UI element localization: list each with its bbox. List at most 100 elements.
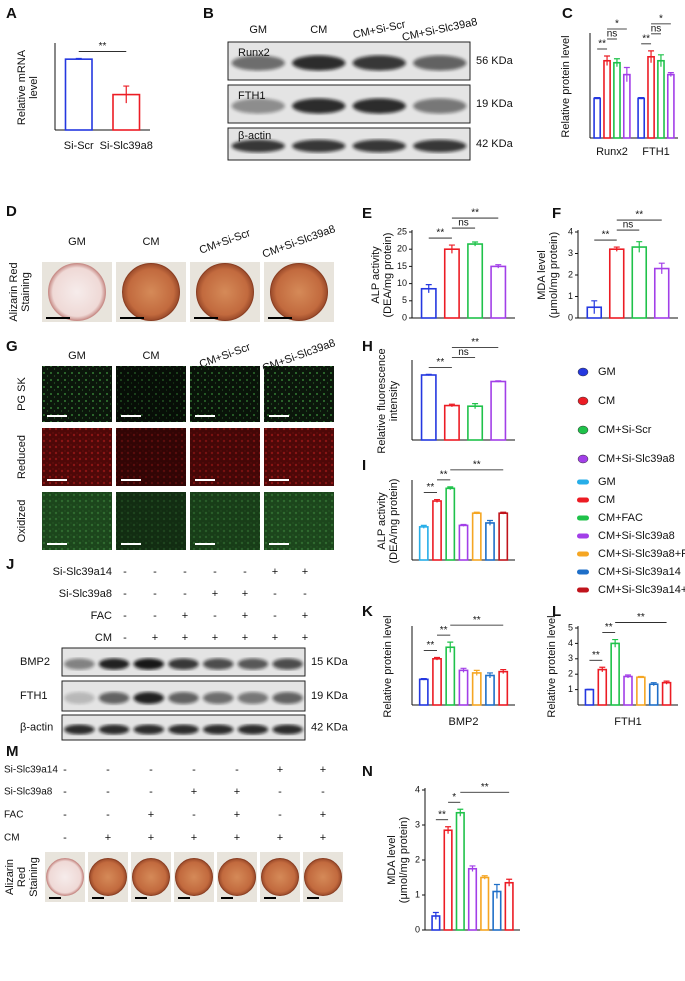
bar bbox=[661, 681, 672, 706]
blot-band bbox=[168, 724, 199, 735]
treatment-sign: - bbox=[243, 566, 247, 578]
y-tick-label: 3 bbox=[568, 248, 573, 258]
image-shade bbox=[190, 428, 260, 486]
fluorescence-image bbox=[264, 428, 334, 486]
error-bar bbox=[658, 262, 665, 274]
blot-band bbox=[413, 139, 467, 153]
treatment-sign: - bbox=[303, 588, 307, 600]
significance-label: ** bbox=[635, 210, 643, 221]
y-tick-label: 15 bbox=[397, 261, 407, 271]
blot-band bbox=[231, 139, 285, 153]
legend-marker bbox=[577, 551, 589, 557]
bar bbox=[593, 97, 602, 139]
error-bar bbox=[637, 675, 644, 679]
error-bar bbox=[448, 403, 455, 407]
x-tick-label: BMP2 bbox=[449, 716, 479, 728]
treatment-label: Si-Slc39a14 bbox=[4, 765, 58, 776]
blot-band bbox=[202, 658, 234, 670]
bar bbox=[458, 524, 469, 561]
blot-band bbox=[98, 724, 130, 735]
significance-label: ** bbox=[440, 470, 448, 481]
y-tick-label: 20 bbox=[397, 244, 407, 254]
error-bar bbox=[613, 246, 620, 252]
significance-label: ** bbox=[605, 622, 613, 633]
treatment-label: Si-Slc39a8 bbox=[59, 588, 112, 600]
treatment-sign: - bbox=[273, 610, 277, 622]
error-bar bbox=[425, 284, 432, 293]
protein-label: β-actin bbox=[238, 130, 271, 142]
well bbox=[122, 263, 180, 321]
treatment-sign: + bbox=[302, 566, 308, 578]
bar bbox=[443, 404, 460, 441]
error-bar bbox=[420, 677, 427, 681]
significance-label: ** bbox=[642, 33, 650, 44]
treatment-sign: - bbox=[273, 588, 277, 600]
x-tick-label: FTH1 bbox=[614, 716, 642, 728]
y-tick-label: 2 bbox=[568, 269, 573, 279]
treatment-sign: + bbox=[242, 632, 248, 644]
treatment-sign: + bbox=[277, 764, 283, 776]
y-axis-title: Relative protein level bbox=[382, 615, 394, 717]
treatment-sign: - bbox=[192, 809, 196, 821]
column-label: CM bbox=[142, 236, 159, 248]
fluorescence-image bbox=[116, 366, 186, 422]
bar bbox=[631, 246, 648, 319]
bar bbox=[608, 248, 625, 319]
bar bbox=[64, 58, 93, 131]
y-axis-title: Relative mRNA bbox=[16, 49, 28, 125]
legend-marker bbox=[577, 479, 589, 485]
error-bar bbox=[625, 674, 631, 679]
row-label: Staining bbox=[20, 272, 32, 312]
protein-label: FTH1 bbox=[20, 690, 48, 702]
panel-label: D bbox=[6, 203, 17, 220]
column-label: GM bbox=[68, 236, 86, 248]
error-bar bbox=[434, 498, 441, 503]
y-tick-label: 3 bbox=[568, 653, 573, 663]
row-label: Alizarin Red bbox=[8, 262, 20, 321]
legend-label: CM+Si-Scr bbox=[598, 424, 652, 436]
size-label: 19 KDa bbox=[311, 690, 349, 702]
protein-label: Runx2 bbox=[238, 47, 270, 59]
error-bar bbox=[472, 403, 479, 409]
treatment-sign: + bbox=[152, 632, 158, 644]
lane-label: CM+Si-Slc39a8 bbox=[401, 16, 479, 44]
error-bar bbox=[667, 72, 674, 77]
significance-label: ** bbox=[473, 460, 481, 471]
treatment-sign: + bbox=[191, 832, 197, 844]
treatment-sign: - bbox=[106, 809, 110, 821]
error-bar bbox=[473, 669, 480, 676]
image-shade bbox=[190, 492, 260, 550]
bar bbox=[485, 674, 495, 706]
fluorescence-image bbox=[190, 366, 260, 422]
significance-label: ns bbox=[623, 220, 634, 231]
legend-label: CM+Si-Slc39a14 bbox=[598, 566, 681, 578]
fluorescence-image bbox=[264, 492, 334, 550]
error-bar bbox=[493, 883, 500, 899]
size-label: 56 KDa bbox=[476, 55, 514, 67]
treatment-sign: - bbox=[235, 764, 239, 776]
bar bbox=[647, 55, 655, 139]
significance-label: ** bbox=[471, 337, 479, 348]
significance-label: ns bbox=[651, 23, 662, 34]
y-tick-label: 5 bbox=[568, 622, 573, 632]
error-bar bbox=[448, 244, 455, 254]
legend-marker bbox=[577, 515, 589, 521]
treatment-sign: - bbox=[123, 632, 127, 644]
error-bar bbox=[623, 66, 630, 82]
treatment-sign: + bbox=[320, 764, 326, 776]
y-axis-title: level bbox=[28, 76, 40, 99]
error-bar bbox=[599, 666, 606, 672]
error-bar bbox=[586, 688, 593, 690]
bar bbox=[603, 59, 611, 139]
legend-label: CM+Si-Slc39a8 bbox=[598, 530, 675, 542]
error-bar bbox=[648, 50, 655, 63]
bar bbox=[471, 512, 482, 561]
legend-label: GM bbox=[598, 366, 616, 378]
y-tick-label: 10 bbox=[397, 278, 407, 288]
size-label: 19 KDa bbox=[476, 98, 514, 110]
error-bar bbox=[486, 519, 493, 526]
fluorescence-image bbox=[42, 366, 112, 422]
treatment-sign: - bbox=[183, 566, 187, 578]
